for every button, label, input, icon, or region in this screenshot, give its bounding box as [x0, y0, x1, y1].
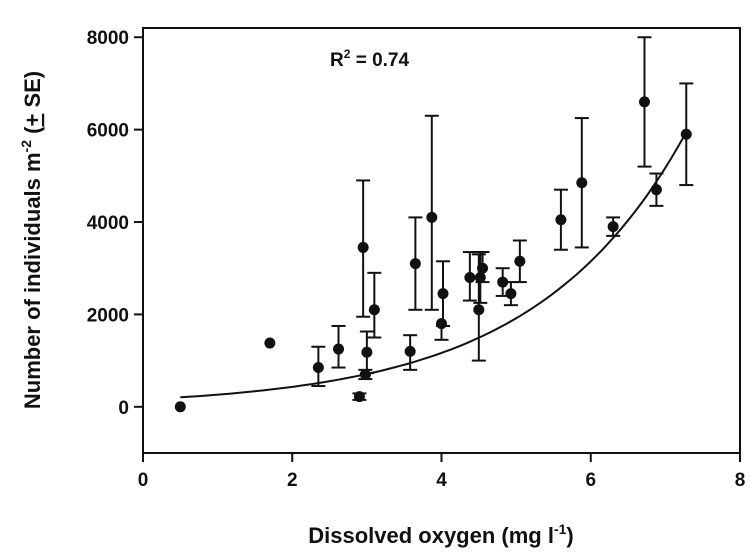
data-point-10	[408, 216, 423, 311]
y-axis-label-tail: SE)	[20, 71, 45, 114]
point-marker-2	[312, 362, 324, 374]
point-marker-4	[353, 391, 365, 403]
x-axis-label-sup: -1	[554, 521, 567, 537]
x-axis-label-main: Dissolved oxygen (mg l	[308, 523, 554, 548]
y-axis: 0 2000 4000 6000 8000	[87, 28, 143, 419]
y-tick-label-3: 6000	[87, 121, 129, 142]
data-point-23	[606, 216, 621, 237]
point-marker-1	[264, 337, 276, 349]
x-tick-label-1: 2	[287, 470, 298, 491]
data-point-5	[356, 179, 371, 318]
y-axis-label: Number of individuals m-2 (+ SE)	[18, 71, 45, 409]
point-marker-3	[333, 343, 345, 355]
data-point-0	[174, 401, 186, 413]
data-point-14	[462, 251, 477, 302]
r-squared-sup: 2	[344, 47, 351, 61]
point-marker-17	[477, 262, 489, 274]
point-marker-7	[361, 346, 373, 358]
data-point-4	[352, 391, 367, 403]
point-marker-25	[650, 184, 662, 196]
x-tick-label-0: 0	[138, 470, 149, 491]
data-point-20	[512, 239, 527, 284]
fit-curve	[180, 135, 685, 399]
data-point-12	[434, 318, 449, 341]
point-marker-9	[404, 345, 416, 357]
point-marker-22	[576, 177, 588, 189]
y-axis-label-sup: -2	[18, 140, 34, 153]
y-axis-label-main: Number of individuals m	[20, 152, 45, 409]
data-point-21	[553, 188, 568, 251]
point-marker-0	[174, 401, 186, 413]
y-tick-label-2: 4000	[87, 213, 129, 234]
point-marker-12	[436, 318, 447, 330]
fit-curve-layer	[180, 135, 685, 399]
data-points	[174, 36, 694, 413]
point-marker-23	[607, 221, 619, 233]
point-marker-26	[680, 128, 692, 140]
r-squared-suffix: = 0.74	[350, 50, 409, 71]
point-marker-19	[505, 288, 517, 300]
point-marker-20	[514, 255, 526, 267]
x-tick-label-2: 4	[436, 470, 447, 491]
point-marker-15	[473, 304, 485, 316]
point-marker-6	[359, 368, 371, 380]
point-marker-13	[437, 288, 449, 300]
point-marker-14	[464, 271, 476, 283]
plot-frame	[142, 27, 741, 454]
r-squared-prefix: R	[330, 50, 344, 71]
x-tick-label-4: 8	[735, 470, 746, 491]
data-point-6	[358, 368, 373, 381]
x-tick-label-3: 6	[585, 470, 596, 491]
data-point-7	[359, 330, 374, 375]
y-tick-label-4: 8000	[87, 28, 129, 49]
x-axis: 0 2 4 6 8	[138, 453, 746, 491]
data-point-8	[367, 271, 382, 339]
point-marker-5	[357, 241, 369, 253]
y-axis-label-pm: +	[20, 114, 45, 127]
data-point-2	[311, 345, 326, 388]
point-marker-24	[638, 96, 650, 108]
point-marker-18	[497, 276, 509, 288]
x-axis-label: Dissolved oxygen (mg l-1)	[308, 521, 574, 548]
r-squared-annotation: R2 = 0.74	[330, 47, 409, 71]
point-marker-10	[409, 258, 421, 270]
y-axis-label-open: (	[20, 126, 45, 140]
data-point-13	[435, 260, 450, 327]
point-marker-21	[555, 214, 567, 226]
data-point-11	[424, 114, 439, 311]
x-axis-label-end: )	[566, 523, 573, 548]
data-point-17	[475, 251, 490, 284]
y-tick-label-0: 0	[118, 398, 129, 419]
data-point-9	[403, 334, 418, 371]
data-point-25	[649, 172, 664, 207]
y-tick-label-1: 2000	[87, 305, 129, 326]
data-point-26	[679, 82, 694, 187]
data-point-3	[331, 324, 346, 369]
data-point-1	[264, 337, 276, 349]
point-marker-8	[368, 304, 380, 316]
data-point-24	[637, 36, 652, 168]
point-marker-11	[426, 211, 438, 223]
data-point-22	[574, 117, 589, 249]
data-point-16	[473, 251, 488, 304]
